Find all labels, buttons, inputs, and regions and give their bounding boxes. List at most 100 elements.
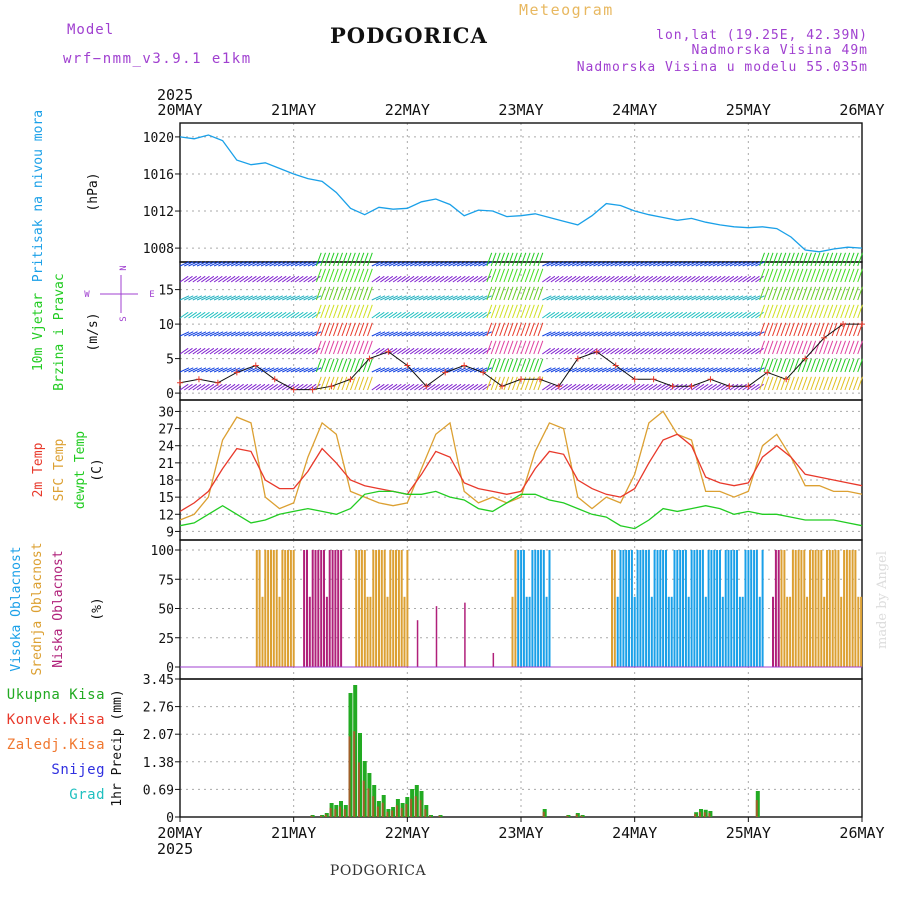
wind-barb [299,367,309,373]
wind-barb [614,367,625,373]
cloud-bar [820,550,823,667]
wind-barb [746,295,757,301]
wind-barb [610,331,620,337]
wind-barb [640,367,650,373]
cloud-bar [843,550,846,667]
wind-barb [307,261,318,267]
wind-barb [827,304,834,319]
wind-barb [256,311,266,319]
wind-barb [699,383,709,391]
wind-barb [524,340,531,355]
wind-barb [840,286,846,301]
wind-barb [853,268,859,283]
wind-barb [537,340,544,355]
wind-barb [810,268,817,283]
wind-barb [328,268,335,283]
wind-barb [324,376,331,391]
wind-barb [277,261,288,267]
wind-barb [252,295,262,301]
wind-barb [738,295,748,301]
wind-barb [435,261,446,267]
wind-barb [494,268,501,283]
wind-barb [299,331,309,337]
precip-bar-conv [391,810,394,817]
wind-barb [853,376,859,391]
panel-frame [179,678,863,818]
wind-barb [704,383,713,391]
y-tick-label: 1008 [143,242,174,257]
wind-barb [448,261,458,267]
wind-barb [401,383,411,391]
cloud-bar [814,550,817,667]
cloud-bar [704,596,707,667]
time-tick-label: 26MAY [839,824,884,842]
wind-barb [533,322,540,337]
wind-barb [264,311,274,319]
wind-marker [290,386,297,393]
wind-barb [341,252,348,267]
wind-barb [618,261,629,267]
wind-barb [533,268,540,283]
cloud-bar [803,550,806,667]
wind-barb [789,322,795,337]
wind-barb [576,383,585,391]
cloud-bar [272,550,275,667]
precip-bar-conv [410,798,413,817]
pressure-panel: Pritisak na nivou mora (hPa) 10201016101… [31,110,863,282]
wind-barb [840,322,846,337]
time-tick-label: 26MAY [839,101,884,119]
wind-marker [650,376,657,383]
wind-barb [614,331,625,337]
precip-bar-conv [419,800,422,817]
wind-barb [772,358,778,373]
wind-barb [239,295,249,301]
wind-barb [367,286,373,301]
wind-barb [239,383,249,391]
wind-barb [409,275,419,283]
wind-barb [409,383,419,391]
wind-barb [767,322,774,337]
wind-barb [401,261,411,267]
wind-barb [520,304,527,319]
wind-barb [661,311,671,319]
wind-barb [247,347,257,355]
wind-barb [767,376,774,391]
cloud-bar [287,550,289,667]
precip-bars [310,685,760,817]
wind-barb [695,311,705,319]
wind-barb [678,383,688,391]
wind-barb [767,286,774,301]
wind-barb [218,261,228,267]
wind-barb [290,331,301,337]
wind-barb [542,275,551,283]
wind-barb [721,311,730,319]
precip-bar-conv [414,796,417,817]
wind-barb [559,261,569,267]
wind-barb [623,311,632,319]
cloud-bar [834,550,837,667]
wind-barb [264,347,274,355]
wind-barb [567,275,577,283]
wind-barb [401,347,411,355]
precip-bar-conv [755,800,758,817]
cloud-bar [826,550,828,667]
wind-barb [814,358,821,373]
wind-barb [584,261,595,267]
wind-barb [759,286,765,301]
time-tick-label: 22MAY [385,101,430,119]
wind-barb [332,252,339,267]
wind-barb [499,286,505,301]
wind-barb [461,311,470,319]
wind-barb [320,252,326,267]
wind-barb [209,311,219,319]
cloud-bar [542,550,545,667]
wind-barb [605,311,615,319]
wind-barb [439,331,450,337]
wind-barb [303,367,313,373]
wind-barb [507,268,514,283]
wind-barb [392,331,403,337]
wind-barb [452,275,462,283]
wind-barb [738,331,748,337]
wind-barb [192,383,202,391]
